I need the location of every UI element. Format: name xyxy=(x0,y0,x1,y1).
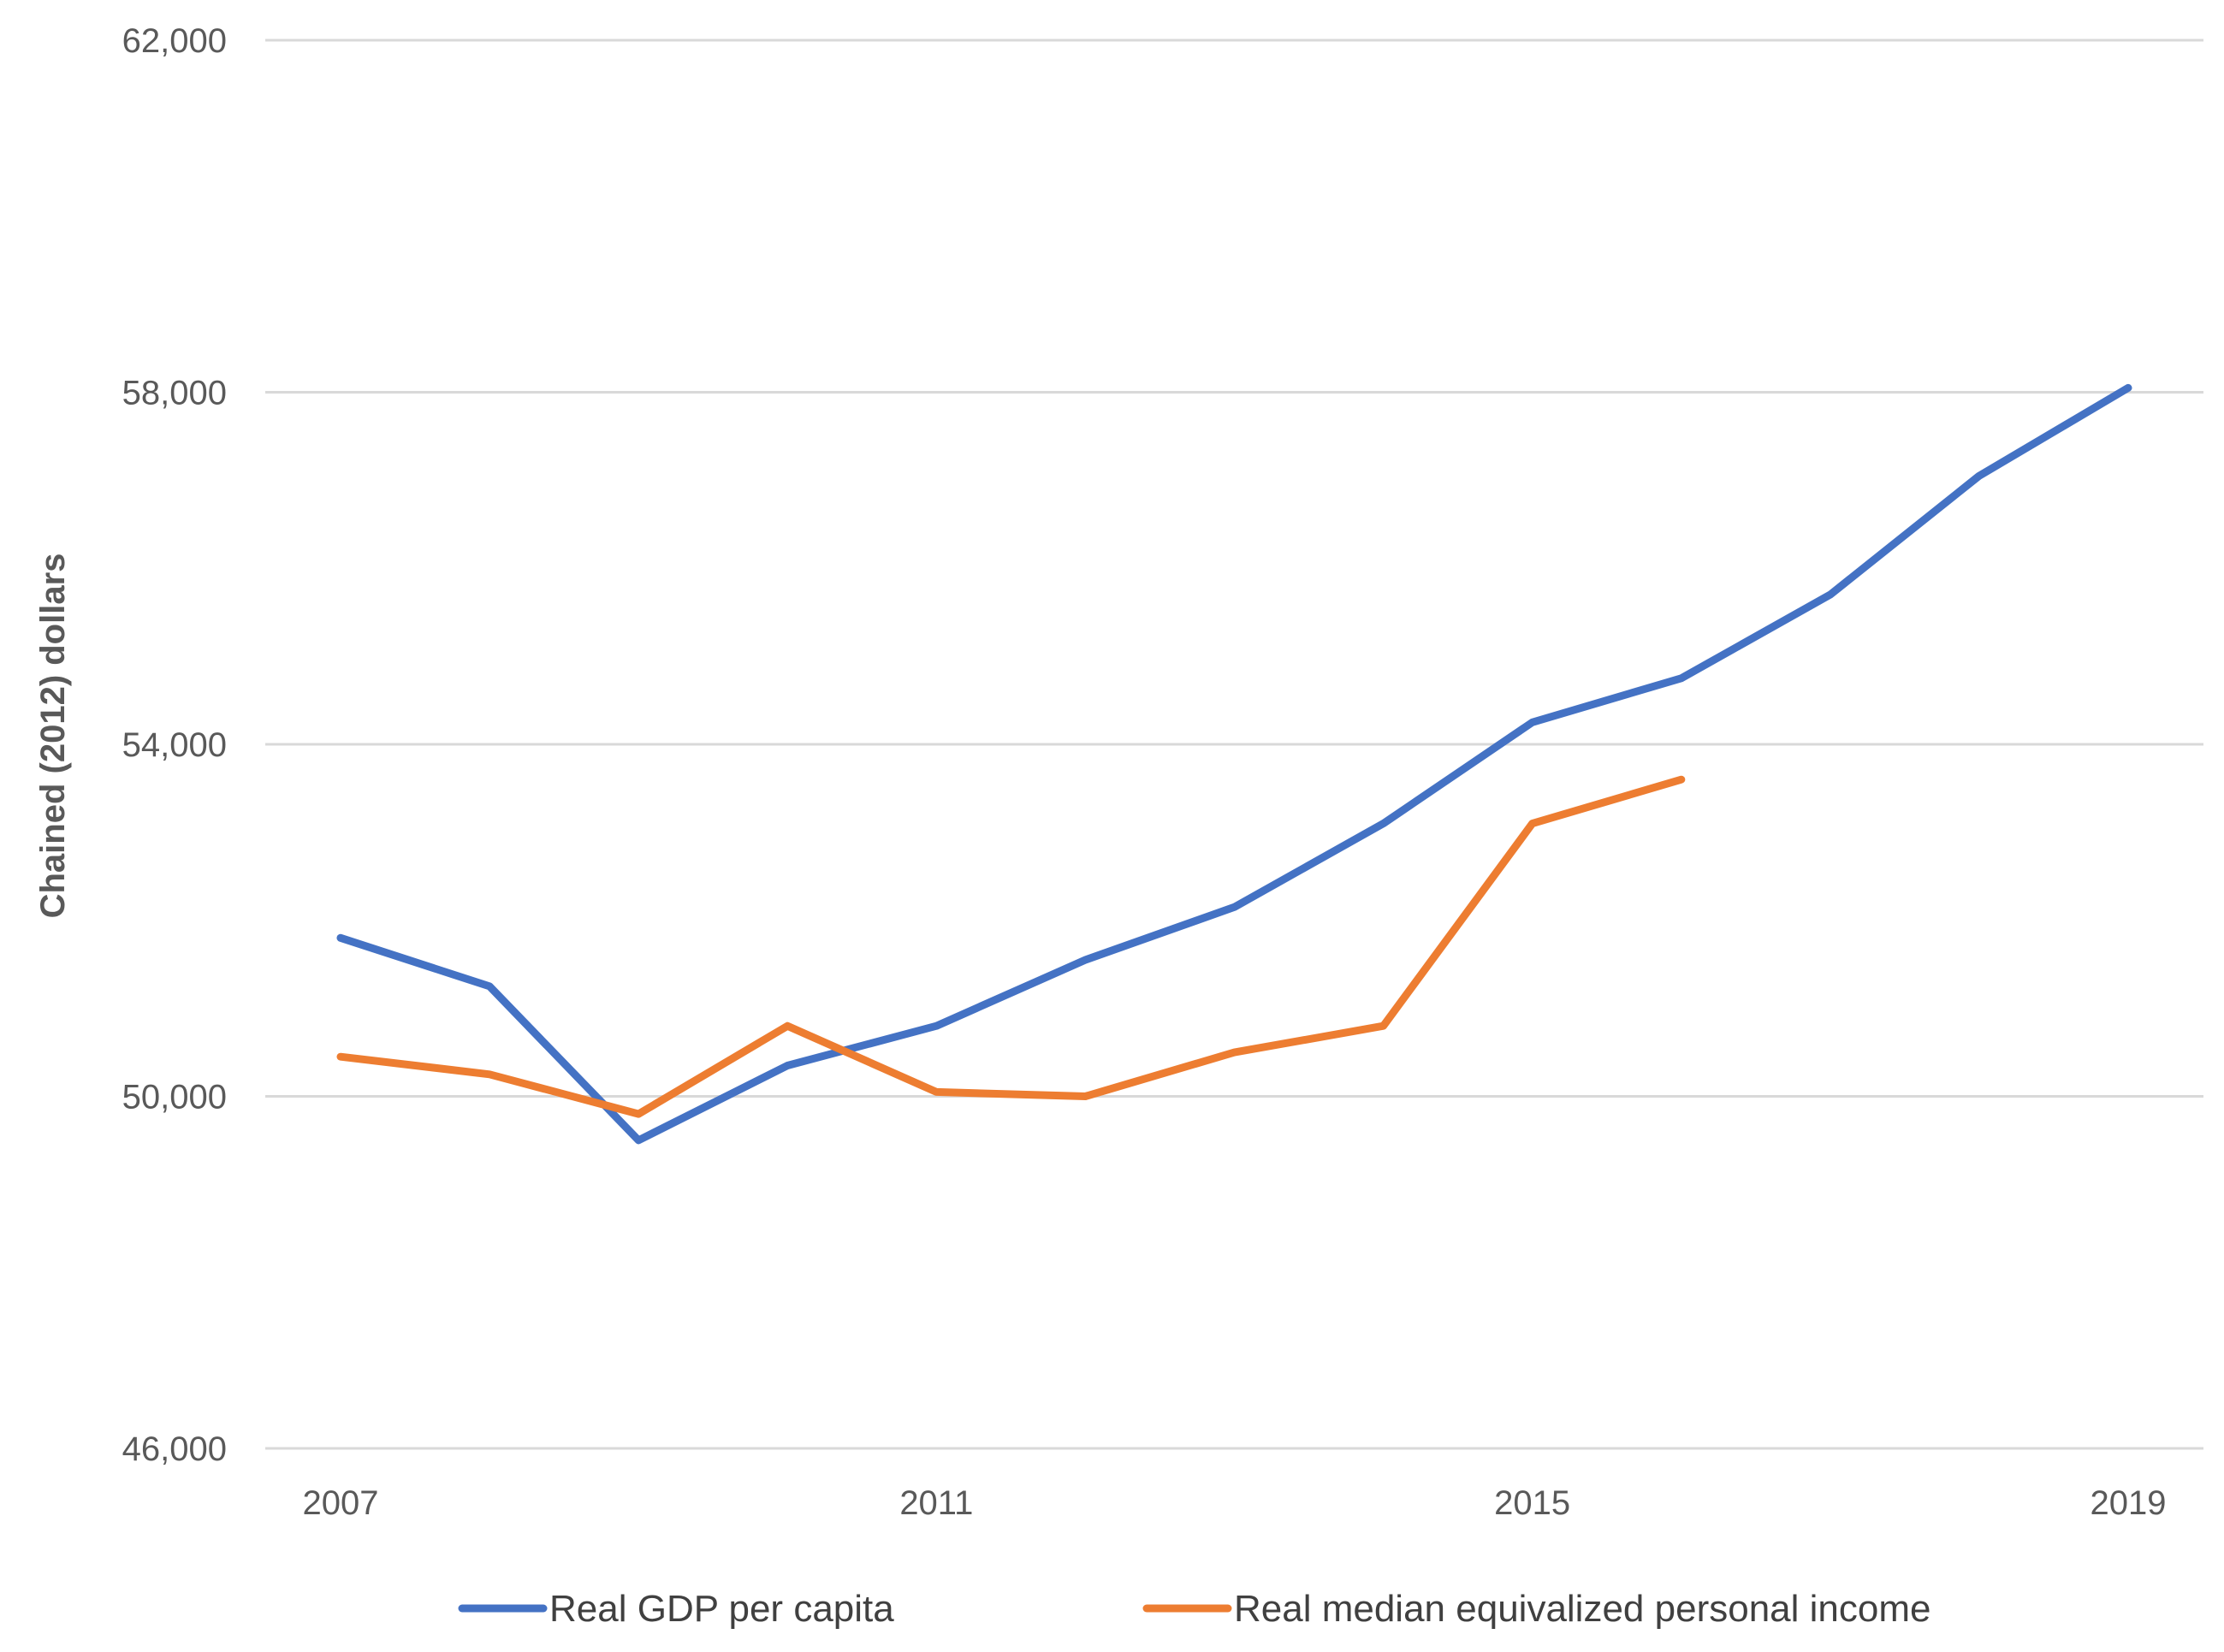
x-tick-label: 2015 xyxy=(1494,1484,1570,1522)
y-tick-label: 62,000 xyxy=(122,22,227,60)
legend-label: Real median equivalized personal income xyxy=(1234,1588,1930,1630)
x-tick-label: 2019 xyxy=(2091,1484,2167,1522)
series-line-median-income xyxy=(336,775,1686,1118)
y-axis-title: Chained (2012) dollars xyxy=(34,554,72,919)
x-tick-label: 2007 xyxy=(303,1484,379,1522)
gridlines xyxy=(265,38,2203,1450)
y-tick-label: 50,000 xyxy=(122,1079,227,1116)
series-lines xyxy=(336,383,2132,1145)
y-axis-ticks: 46,000 50,000 54,000 58,000 62,000 xyxy=(122,22,227,1468)
x-axis-ticks: 2007 2011 2015 2019 xyxy=(303,1484,2167,1522)
legend-label: Real GDP per capita xyxy=(549,1588,894,1630)
y-tick-label: 58,000 xyxy=(122,375,227,412)
legend: Real GDP per capita Real median equivaliz… xyxy=(458,1588,1930,1630)
y-tick-label: 54,000 xyxy=(122,726,227,764)
legend-item: Real median equivalized personal income xyxy=(1142,1588,1930,1630)
x-tick-label: 2011 xyxy=(899,1484,973,1522)
series-line-gdp-per-capita xyxy=(336,383,2132,1145)
legend-item: Real GDP per capita xyxy=(458,1588,894,1630)
y-tick-label: 46,000 xyxy=(122,1430,227,1468)
